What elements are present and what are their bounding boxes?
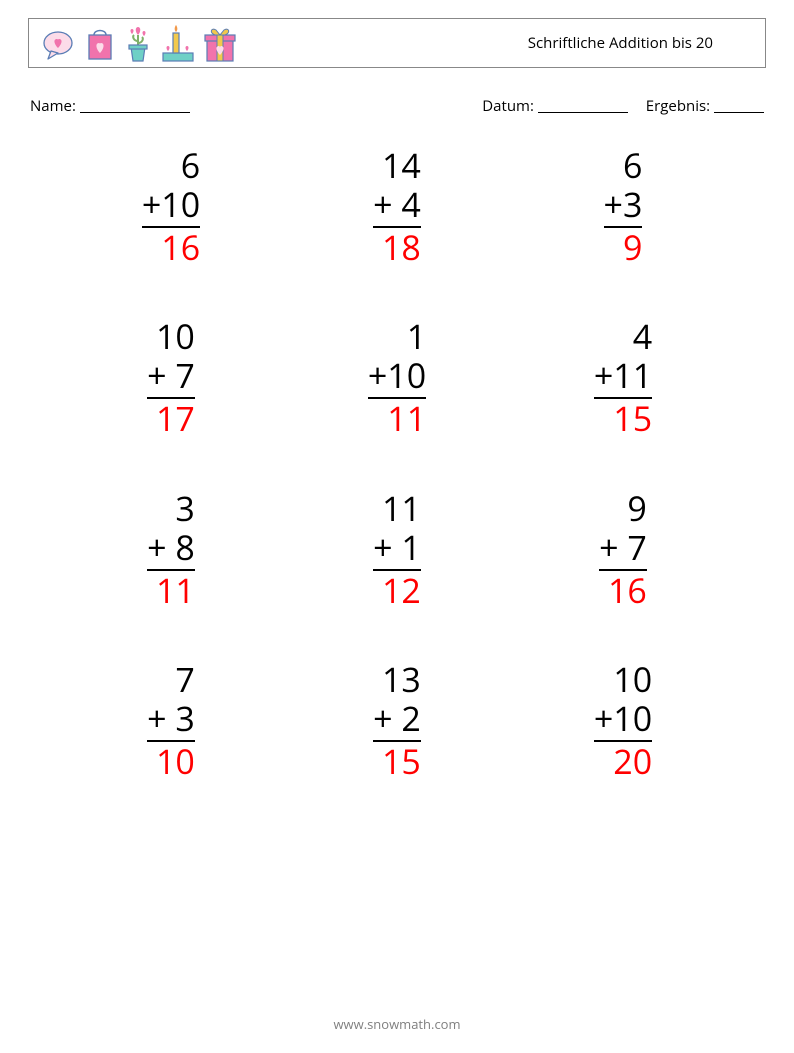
name-label: Name: [30, 96, 76, 116]
math-problem: 3+ 8 11 [58, 489, 284, 610]
addend-top: 10 [147, 317, 195, 356]
result-label: Ergebnis: [646, 96, 710, 116]
addition-stack: 4+11 15 [594, 317, 652, 438]
gift-heart-icon [203, 25, 237, 63]
date-group: Datum: [482, 96, 628, 116]
answer-value: 16 [142, 228, 200, 267]
math-problem: 9+ 7 16 [510, 489, 736, 610]
addition-stack: 7+ 3 10 [147, 660, 195, 781]
header-icon-strip [41, 23, 237, 63]
math-problem: 10+10 20 [510, 660, 736, 781]
addend-bottom: +10 [368, 356, 426, 395]
date-blank [538, 98, 628, 113]
header-box: Schriftliche Addition bis 20 [28, 18, 766, 68]
answer-value: 17 [147, 399, 195, 438]
addend-top: 1 [368, 317, 426, 356]
result-blank [714, 98, 764, 113]
addend-top: 4 [594, 317, 652, 356]
candle-hearts-icon [161, 23, 195, 63]
addend-bottom: + 7 [147, 356, 195, 395]
addend-bottom: + 2 [373, 699, 421, 738]
addend-bottom: + 1 [373, 528, 421, 567]
math-problem: 1+10 11 [284, 317, 510, 438]
math-problem: 6+10 16 [58, 146, 284, 267]
math-problem: 14+ 4 18 [284, 146, 510, 267]
addend-bottom: +10 [142, 185, 200, 224]
addend-bottom: + 8 [147, 528, 195, 567]
addition-stack: 10+ 7 17 [147, 317, 195, 438]
flower-pot-hearts-icon [123, 23, 153, 63]
addend-top: 9 [599, 489, 647, 528]
answer-value: 9 [604, 228, 643, 267]
addend-bottom: + 4 [373, 185, 421, 224]
answer-value: 18 [373, 228, 421, 267]
addition-stack: 6+10 16 [142, 146, 200, 267]
addend-bottom: +10 [594, 699, 652, 738]
addend-top: 7 [147, 660, 195, 699]
speech-heart-icon [41, 27, 77, 63]
addend-bottom: + 7 [599, 528, 647, 567]
math-problem: 6+3 9 [510, 146, 736, 267]
math-problem: 7+ 3 10 [58, 660, 284, 781]
addition-stack: 1+10 11 [368, 317, 426, 438]
addition-stack: 6+3 9 [604, 146, 643, 267]
addition-stack: 14+ 4 18 [373, 146, 421, 267]
addend-top: 6 [604, 146, 643, 185]
info-right: Datum: Ergebnis: [482, 96, 764, 116]
addend-top: 14 [373, 146, 421, 185]
answer-value: 10 [147, 742, 195, 781]
addition-stack: 11+ 1 12 [373, 489, 421, 610]
math-problem: 4+11 15 [510, 317, 736, 438]
addition-stack: 9+ 7 16 [599, 489, 647, 610]
addend-top: 3 [147, 489, 195, 528]
addition-stack: 13+ 2 15 [373, 660, 421, 781]
addend-bottom: + 3 [147, 699, 195, 738]
problems-grid: 6+10 16 14+ 4 18 6+3 9 10+ 7 17 1+10 11 … [28, 146, 766, 781]
shopping-bag-heart-icon [85, 25, 115, 63]
math-problem: 10+ 7 17 [58, 317, 284, 438]
date-label: Datum: [482, 96, 534, 116]
addend-bottom: +3 [604, 185, 643, 224]
answer-value: 20 [594, 742, 652, 781]
answer-value: 15 [373, 742, 421, 781]
addend-top: 10 [594, 660, 652, 699]
footer-text: www.snowmath.com [0, 1015, 794, 1033]
info-left: Name: [30, 96, 190, 116]
math-problem: 11+ 1 12 [284, 489, 510, 610]
answer-value: 12 [373, 571, 421, 610]
addend-top: 13 [373, 660, 421, 699]
worksheet-title: Schriftliche Addition bis 20 [528, 33, 753, 53]
addend-top: 6 [142, 146, 200, 185]
result-group: Ergebnis: [646, 96, 764, 116]
addend-bottom: +11 [594, 356, 652, 395]
name-blank [80, 98, 190, 113]
answer-value: 15 [594, 399, 652, 438]
addition-stack: 10+10 20 [594, 660, 652, 781]
answer-value: 11 [368, 399, 426, 438]
math-problem: 13+ 2 15 [284, 660, 510, 781]
addend-top: 11 [373, 489, 421, 528]
answer-value: 16 [599, 571, 647, 610]
addition-stack: 3+ 8 11 [147, 489, 195, 610]
info-row: Name: Datum: Ergebnis: [30, 96, 764, 116]
answer-value: 11 [147, 571, 195, 610]
worksheet-page: Schriftliche Addition bis 20 Name: Datum… [0, 0, 794, 1053]
